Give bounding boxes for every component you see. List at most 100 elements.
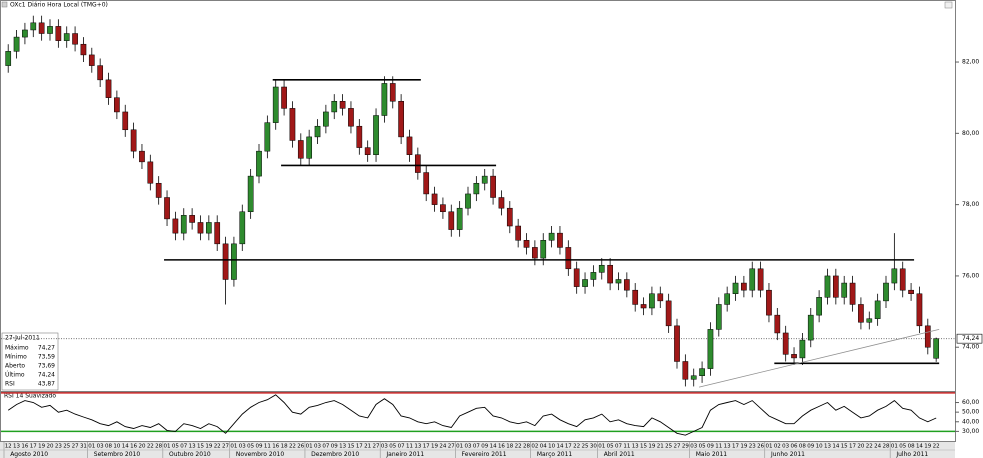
candle-body bbox=[197, 222, 204, 234]
candle-body bbox=[364, 147, 371, 155]
day-label: 25 bbox=[582, 444, 589, 450]
day-label: 27 bbox=[72, 444, 79, 450]
trend-line bbox=[698, 329, 940, 388]
candle-body bbox=[348, 108, 354, 127]
candle-body bbox=[573, 268, 580, 287]
day-label: 15 bbox=[347, 444, 354, 450]
panel-button[interactable] bbox=[944, 1, 953, 9]
candle-body bbox=[899, 268, 906, 291]
candle-body bbox=[155, 182, 162, 198]
day-label: 27 bbox=[674, 444, 681, 450]
candle-body bbox=[114, 97, 120, 113]
day-label: 03 bbox=[239, 444, 246, 450]
candle-body bbox=[916, 293, 923, 327]
candle-body bbox=[715, 304, 722, 330]
chart-title: OXc1 Diário Hora Local (TMG+0) bbox=[10, 2, 108, 9]
day-label: 09 bbox=[707, 444, 714, 450]
candle-body bbox=[791, 354, 797, 359]
day-label: 12 bbox=[5, 444, 12, 450]
day-label: 08 bbox=[799, 444, 806, 450]
month-label: Agosto 2010 bbox=[10, 451, 48, 458]
candle-body bbox=[105, 79, 112, 98]
day-label: 11 bbox=[406, 444, 413, 450]
candle-body bbox=[908, 289, 914, 294]
candle-body bbox=[314, 125, 321, 138]
candle-body bbox=[816, 297, 822, 316]
day-label: 10 bbox=[113, 444, 120, 450]
info-value: 74,24 bbox=[38, 372, 55, 379]
info-date: 27-Jul-2011 bbox=[5, 335, 40, 342]
candle-body bbox=[306, 136, 313, 159]
day-label: 27 bbox=[373, 444, 380, 450]
day-label: 14 bbox=[916, 444, 923, 450]
info-value: 73,69 bbox=[38, 363, 55, 370]
day-label: 19 bbox=[648, 444, 655, 450]
candle-body bbox=[147, 161, 154, 184]
day-label: 17 bbox=[423, 444, 430, 450]
day-label: 14 bbox=[122, 444, 129, 450]
day-label: 17 bbox=[30, 444, 37, 450]
candle-body bbox=[164, 197, 170, 220]
day-label: 01 bbox=[765, 444, 772, 450]
candle-body bbox=[97, 65, 104, 81]
rsi-title: RSI 14 Suavizado bbox=[4, 393, 56, 400]
month-label: Abril 2011 bbox=[604, 451, 635, 458]
day-label: 10 bbox=[548, 444, 555, 450]
day-label: 19 bbox=[740, 444, 747, 450]
day-label: 28 bbox=[883, 444, 890, 450]
day-label: 02 bbox=[774, 444, 781, 450]
day-label: 01 bbox=[88, 444, 95, 450]
day-label: 17 bbox=[565, 444, 572, 450]
month-label: Setembro 2010 bbox=[94, 451, 141, 458]
day-label: 19 bbox=[38, 444, 45, 450]
candle-body bbox=[598, 264, 605, 273]
day-label: 03 bbox=[465, 444, 472, 450]
day-label: 25 bbox=[63, 444, 70, 450]
day-label: 27 bbox=[222, 444, 229, 450]
candle-body bbox=[172, 218, 179, 234]
candle-body bbox=[214, 222, 221, 245]
candle-body bbox=[456, 207, 463, 230]
day-label: 22 bbox=[515, 444, 522, 450]
day-label: 14 bbox=[832, 444, 839, 450]
day-label: 20 bbox=[138, 444, 145, 450]
y-tick-label: 82,00 bbox=[962, 59, 979, 66]
candle-body bbox=[782, 332, 789, 355]
candle-body bbox=[807, 314, 814, 341]
day-label: 13 bbox=[824, 444, 831, 450]
candle-body bbox=[264, 122, 271, 152]
day-label: 25 bbox=[665, 444, 672, 450]
candle-body bbox=[615, 279, 622, 284]
day-label: 09 bbox=[807, 444, 814, 450]
candle-body bbox=[13, 36, 20, 52]
day-label: 03 bbox=[782, 444, 789, 450]
candle-body bbox=[532, 247, 538, 259]
candle-body bbox=[623, 279, 630, 291]
day-label: 22 bbox=[147, 444, 154, 450]
candle-body bbox=[465, 193, 471, 209]
candle-body bbox=[849, 282, 856, 305]
day-label: 05 bbox=[389, 444, 396, 450]
candle-body bbox=[699, 368, 705, 376]
day-label: 21 bbox=[364, 444, 371, 450]
day-label: 28 bbox=[523, 444, 530, 450]
day-label: 16 bbox=[130, 444, 137, 450]
candle-body bbox=[824, 275, 831, 298]
day-label: 17 bbox=[849, 444, 856, 450]
candle-body bbox=[406, 136, 413, 155]
day-label: 16 bbox=[21, 444, 28, 450]
day-label: 03 bbox=[314, 444, 321, 450]
candle-body bbox=[557, 232, 563, 248]
day-label: 09 bbox=[331, 444, 338, 450]
day-label: 11 bbox=[623, 444, 630, 450]
day-label: 06 bbox=[791, 444, 798, 450]
candle-body bbox=[766, 289, 772, 316]
day-label: 26 bbox=[757, 444, 764, 450]
rsi-y-tick-label: 40,00 bbox=[962, 418, 979, 425]
candle-body bbox=[607, 264, 613, 284]
panel-icon bbox=[1, 1, 8, 8]
day-label: 17 bbox=[732, 444, 739, 450]
last-price-label: 74,24 bbox=[962, 335, 979, 342]
candle-body bbox=[339, 101, 346, 109]
month-label: Maio 2011 bbox=[696, 451, 728, 458]
